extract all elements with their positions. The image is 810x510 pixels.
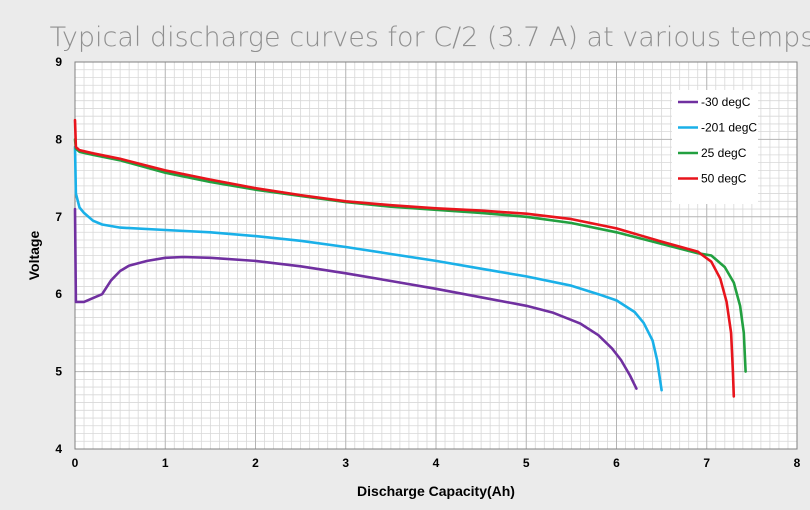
y-tick-label: 9 [55, 55, 62, 69]
series-line [73, 145, 663, 392]
chart-title: Typical discharge curves for C/2 (3.7 A)… [50, 22, 810, 53]
y-tick-label: 4 [55, 442, 62, 456]
x-tick-label: 7 [703, 456, 710, 470]
y-tick-label: 7 [55, 210, 62, 224]
y-tick-label: 6 [55, 287, 62, 301]
x-tick-label: 1 [162, 456, 169, 470]
x-tick-label: 0 [72, 456, 79, 470]
legend-label: -30 degC [701, 95, 751, 109]
x-tick-label: 8 [794, 456, 801, 470]
series-line [73, 207, 638, 390]
y-tick-label: 8 [55, 132, 62, 146]
legend-label: 25 degC [701, 146, 747, 160]
x-tick-label: 6 [613, 456, 620, 470]
x-tick-label: 3 [342, 456, 349, 470]
x-axis-label: Discharge Capacity(Ah) [357, 483, 515, 499]
series-line [73, 138, 747, 373]
y-tick-label: 5 [55, 365, 62, 379]
legend-label: -201 degC [701, 121, 757, 135]
legend-label: 50 degC [701, 172, 747, 186]
y-axis-label: Voltage [26, 231, 42, 281]
x-tick-label: 4 [433, 456, 440, 470]
series-line [73, 118, 736, 398]
x-tick-label: 2 [252, 456, 259, 470]
legend-box [672, 90, 758, 204]
x-tick-label: 5 [523, 456, 530, 470]
